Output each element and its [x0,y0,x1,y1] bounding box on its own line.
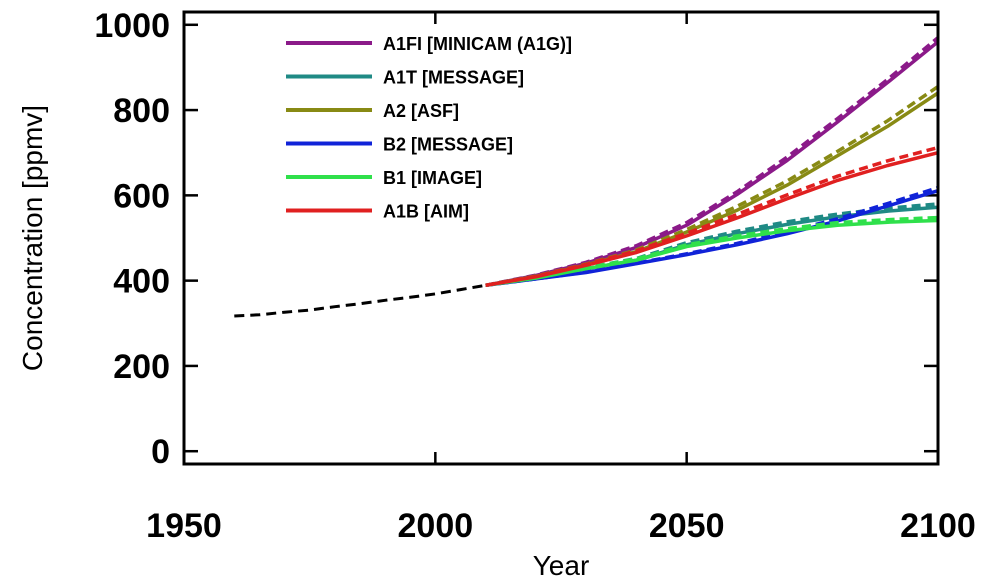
historical-line [234,283,486,318]
x-tick-label: 2100 [900,507,976,545]
plot-area-frame [182,10,940,466]
y-tick-label: 400 [113,263,170,301]
y-tick-label: 0 [151,433,170,471]
legend-label: B2 [MESSAGE] [383,135,513,155]
x-axis-title: Year [533,550,590,581]
y-axis-ticks: 0 200 400 600 800 1000 [94,7,938,471]
legend-label: A1T [MESSAGE] [383,68,524,88]
y-tick-label: 600 [113,177,170,215]
y-tick-label: 1000 [94,7,170,45]
legend-label: A2 [ASF] [383,101,459,121]
legend-label: A1B [AIM] [383,202,469,222]
legend-label: A1FI [MINICAM (A1G)] [383,34,572,54]
x-tick-label: 2050 [649,507,725,545]
series-line-dashed [485,145,939,288]
x-tick-label: 2000 [398,507,474,545]
series-lines [234,36,940,318]
series-line-dashed [485,186,939,288]
y-tick-label: 200 [113,348,170,386]
x-tick-label: 1950 [146,507,222,545]
legend: A1FI [MINICAM (A1G)] A1T [MESSAGE] A2 [ASF… [286,34,572,222]
x-axis-ticks: 1950 2000 2050 2100 [146,12,976,545]
legend-label: B1 [IMAGE] [383,168,482,188]
y-tick-label: 800 [113,92,170,130]
y-axis-title: Concentration [ppmv] [17,105,48,371]
